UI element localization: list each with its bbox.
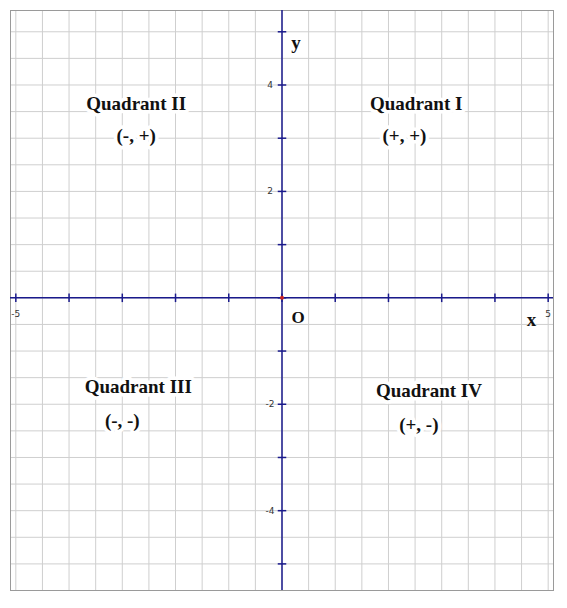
svg-text:-2: -2 xyxy=(266,399,275,409)
svg-text:Quadrant I: Quadrant I xyxy=(370,93,462,114)
svg-text:4: 4 xyxy=(267,80,273,90)
svg-text:5: 5 xyxy=(545,309,551,319)
svg-text:x: x xyxy=(527,309,537,330)
svg-text:(+, +): (+, +) xyxy=(383,125,427,147)
svg-text:-4: -4 xyxy=(266,506,275,516)
svg-text:(-, -): (-, -) xyxy=(105,410,140,432)
svg-text:Quadrant II: Quadrant II xyxy=(86,93,186,114)
svg-text:2: 2 xyxy=(267,186,273,196)
svg-text:-5: -5 xyxy=(11,309,20,319)
svg-text:Quadrant III: Quadrant III xyxy=(85,376,192,397)
svg-text:Quadrant IV: Quadrant IV xyxy=(376,380,482,401)
svg-text:(+, -): (+, -) xyxy=(399,414,438,436)
svg-text:O: O xyxy=(291,308,304,327)
svg-text:(-, +): (-, +) xyxy=(116,125,155,147)
svg-text:y: y xyxy=(291,32,301,53)
